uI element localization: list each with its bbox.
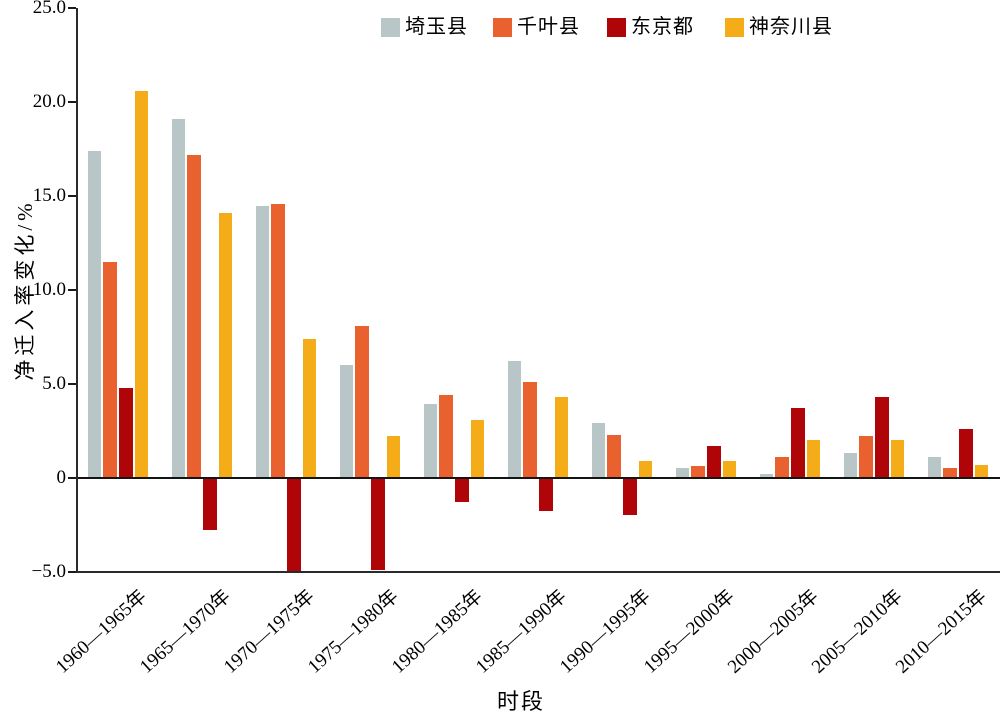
bar-千叶县-2005—2010年	[859, 436, 873, 478]
x-tick-label: 1970—1975年	[219, 585, 319, 678]
bar-千叶县-1975—1980年	[355, 325, 369, 478]
bar-东京都-2010—2015年	[959, 428, 973, 478]
bar-东京都-1985—1990年	[539, 477, 553, 512]
y-tick-mark	[68, 476, 76, 479]
bar-神奈川县-1970—1975年	[302, 338, 317, 478]
bar-千叶县-1965—1970年	[187, 154, 201, 478]
bar-埼玉县-2010—2015年	[927, 457, 942, 478]
bar-东京都-1975—1980年	[371, 477, 385, 570]
x-tick-label: 2010—2015年	[891, 585, 991, 678]
x-axis-line	[75, 570, 1000, 573]
x-tick-label: 1975—1980年	[303, 585, 403, 678]
bar-千叶县-1995—2000年	[691, 466, 705, 478]
bar-千叶县-1980—1985年	[439, 395, 453, 478]
bar-埼玉县-1995—2000年	[675, 468, 690, 478]
legend-label-埼玉县: 埼玉县	[405, 16, 468, 38]
bar-神奈川县-1990—1995年	[638, 460, 653, 478]
bar-神奈川县-1965—1970年	[218, 213, 233, 478]
bar-埼玉县-1975—1980年	[339, 365, 354, 478]
y-tick-mark	[68, 289, 76, 291]
x-tick-label: 1990—1995年	[555, 585, 655, 678]
y-axis-line	[75, 8, 78, 572]
x-tick-label: 1960—1965年	[51, 585, 151, 678]
bar-千叶县-1990—1995年	[607, 434, 621, 478]
x-tick-label: 1965—1970年	[135, 585, 235, 678]
bar-东京都-1990—1995年	[623, 477, 637, 516]
y-tick-mark	[68, 7, 76, 10]
bar-千叶县-2000—2005年	[775, 457, 789, 478]
bar-东京都-1970—1975年	[287, 477, 301, 572]
bar-神奈川县-2000—2005年	[806, 440, 821, 478]
bar-埼玉县-1985—1990年	[507, 361, 522, 478]
x-axis-title: 时段	[496, 689, 546, 714]
y-tick-mark	[68, 195, 76, 198]
bar-千叶县-1985—1990年	[523, 381, 537, 478]
x-tick-label: 1985—1990年	[471, 585, 571, 678]
bar-神奈川县-1960—1965年	[134, 91, 149, 478]
legend-swatch-千叶县	[493, 18, 512, 37]
bar-东京都-2000—2005年	[791, 408, 805, 478]
zero-line	[77, 477, 1000, 479]
bar-埼玉县-1970—1975年	[255, 205, 270, 478]
legend-label-千叶县: 千叶县	[517, 16, 580, 38]
bar-埼玉县-1980—1985年	[423, 404, 438, 478]
y-tick-mark	[68, 382, 76, 385]
y-tick-label: 25.0	[32, 0, 66, 19]
bar-神奈川县-1975—1980年	[386, 436, 401, 478]
x-tick-label: 2000—2005年	[723, 585, 823, 678]
legend-swatch-神奈川县	[725, 18, 744, 37]
bar-埼玉县-1990—1995年	[591, 423, 606, 478]
bar-埼玉县-2005—2010年	[843, 453, 858, 478]
x-tick-label: 2005—2010年	[807, 585, 907, 678]
legend-swatch-埼玉县	[381, 18, 400, 37]
y-tick-label: 20.0	[32, 91, 66, 113]
bar-神奈川县-2010—2015年	[974, 464, 989, 478]
bar-神奈川县-1995—2000年	[722, 460, 737, 478]
bar-千叶县-1960—1965年	[103, 261, 117, 478]
bar-神奈川县-2005—2010年	[890, 440, 905, 478]
bar-千叶县-2010—2015年	[943, 468, 957, 478]
bar-东京都-1980—1985年	[455, 477, 469, 503]
legend: 埼玉县 千叶县 东京都 神奈川县	[0, 0, 1000, 50]
y-tick-label: 5.0	[42, 372, 66, 394]
y-tick-label: 10.0	[32, 279, 66, 300]
bar-东京都-1995—2000年	[707, 445, 721, 478]
bar-埼玉县-1965—1970年	[171, 119, 186, 478]
bar-神奈川县-1980—1985年	[470, 419, 485, 478]
bar-东京都-1965—1970年	[203, 477, 217, 531]
y-tick-label: 15.0	[32, 185, 66, 207]
bar-东京都-1960—1965年	[119, 387, 133, 478]
y-tick-mark	[68, 101, 76, 104]
bar-神奈川县-1985—1990年	[554, 396, 569, 478]
legend-label-东京都: 东京都	[631, 16, 694, 38]
legend-swatch-东京都	[607, 18, 626, 37]
legend-label-神奈川县: 神奈川县	[749, 16, 833, 38]
y-tick-label: 0	[56, 466, 67, 488]
y-tick-label: −5.0	[31, 560, 66, 582]
bar-千叶县-1970—1975年	[271, 203, 285, 478]
y-tick-mark	[68, 570, 76, 573]
x-tick-label: 1980—1985年	[387, 585, 487, 678]
bar-埼玉县-2000—2005年	[759, 473, 774, 478]
bar-埼玉县-1960—1965年	[87, 151, 102, 478]
bar-东京都-2005—2010年	[875, 396, 889, 478]
x-tick-label: 1995—2000年	[639, 585, 739, 678]
